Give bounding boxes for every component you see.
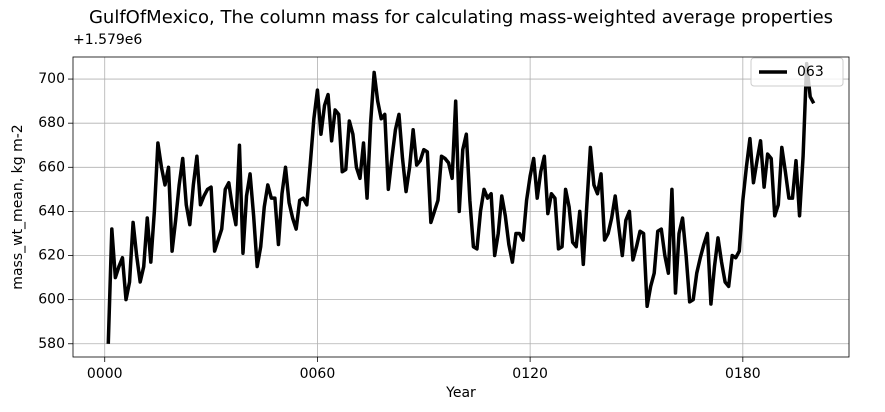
x-tick-label: 0000	[87, 366, 123, 382]
y-tick-label: 600	[38, 292, 65, 308]
x-tick-label: 0180	[725, 366, 761, 382]
legend: 063	[750, 57, 844, 87]
y-tick-label: 680	[38, 115, 65, 131]
legend-label: 063	[797, 64, 824, 80]
x-tick-label: 0120	[512, 366, 548, 382]
y-tick-label: 620	[38, 248, 65, 264]
y-tick-label: 580	[38, 336, 65, 352]
plot-frame	[72, 56, 850, 358]
chart-title: GulfOfMexico, The column mass for calcul…	[89, 7, 833, 28]
data-line	[106, 61, 816, 344]
x-axis-label: Year	[445, 385, 476, 401]
y-tick-label: 660	[38, 159, 65, 175]
x-tick-label: 0060	[300, 366, 336, 382]
y-offset-label: +1.579e6	[73, 32, 142, 48]
y-tick-label: 640	[38, 203, 65, 219]
legend-box	[750, 57, 844, 87]
y-tick-label: 700	[38, 71, 65, 87]
y-axis-label: mass_wt_mean, kg m-2	[10, 124, 26, 289]
